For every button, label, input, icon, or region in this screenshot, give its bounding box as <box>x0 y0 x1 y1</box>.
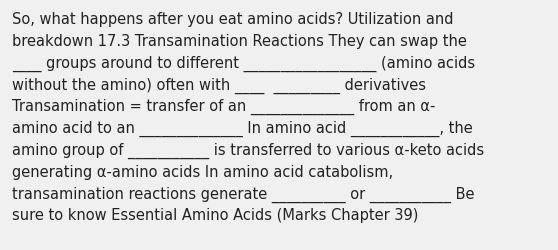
Text: without the amino) often with ____  _________ derivatives: without the amino) often with ____ _____… <box>12 77 426 93</box>
Text: Transamination = transfer of an ______________ from an α-: Transamination = transfer of an ________… <box>12 99 435 115</box>
Text: ____ groups around to different __________________ (amino acids: ____ groups around to different ________… <box>12 56 475 72</box>
Text: transamination reactions generate __________ or ___________ Be: transamination reactions generate ______… <box>12 186 474 202</box>
Text: So, what happens after you eat amino acids? Utilization and: So, what happens after you eat amino aci… <box>12 12 454 27</box>
Text: amino acid to an ______________ In amino acid ____________, the: amino acid to an ______________ In amino… <box>12 120 473 137</box>
Text: sure to know Essential Amino Acids (Marks Chapter 39): sure to know Essential Amino Acids (Mark… <box>12 207 418 222</box>
Text: amino group of ___________ is transferred to various α-keto acids: amino group of ___________ is transferre… <box>12 142 484 158</box>
Text: generating α-amino acids In amino acid catabolism,: generating α-amino acids In amino acid c… <box>12 164 393 179</box>
Text: breakdown 17.3 Transamination Reactions They can swap the: breakdown 17.3 Transamination Reactions … <box>12 34 467 48</box>
